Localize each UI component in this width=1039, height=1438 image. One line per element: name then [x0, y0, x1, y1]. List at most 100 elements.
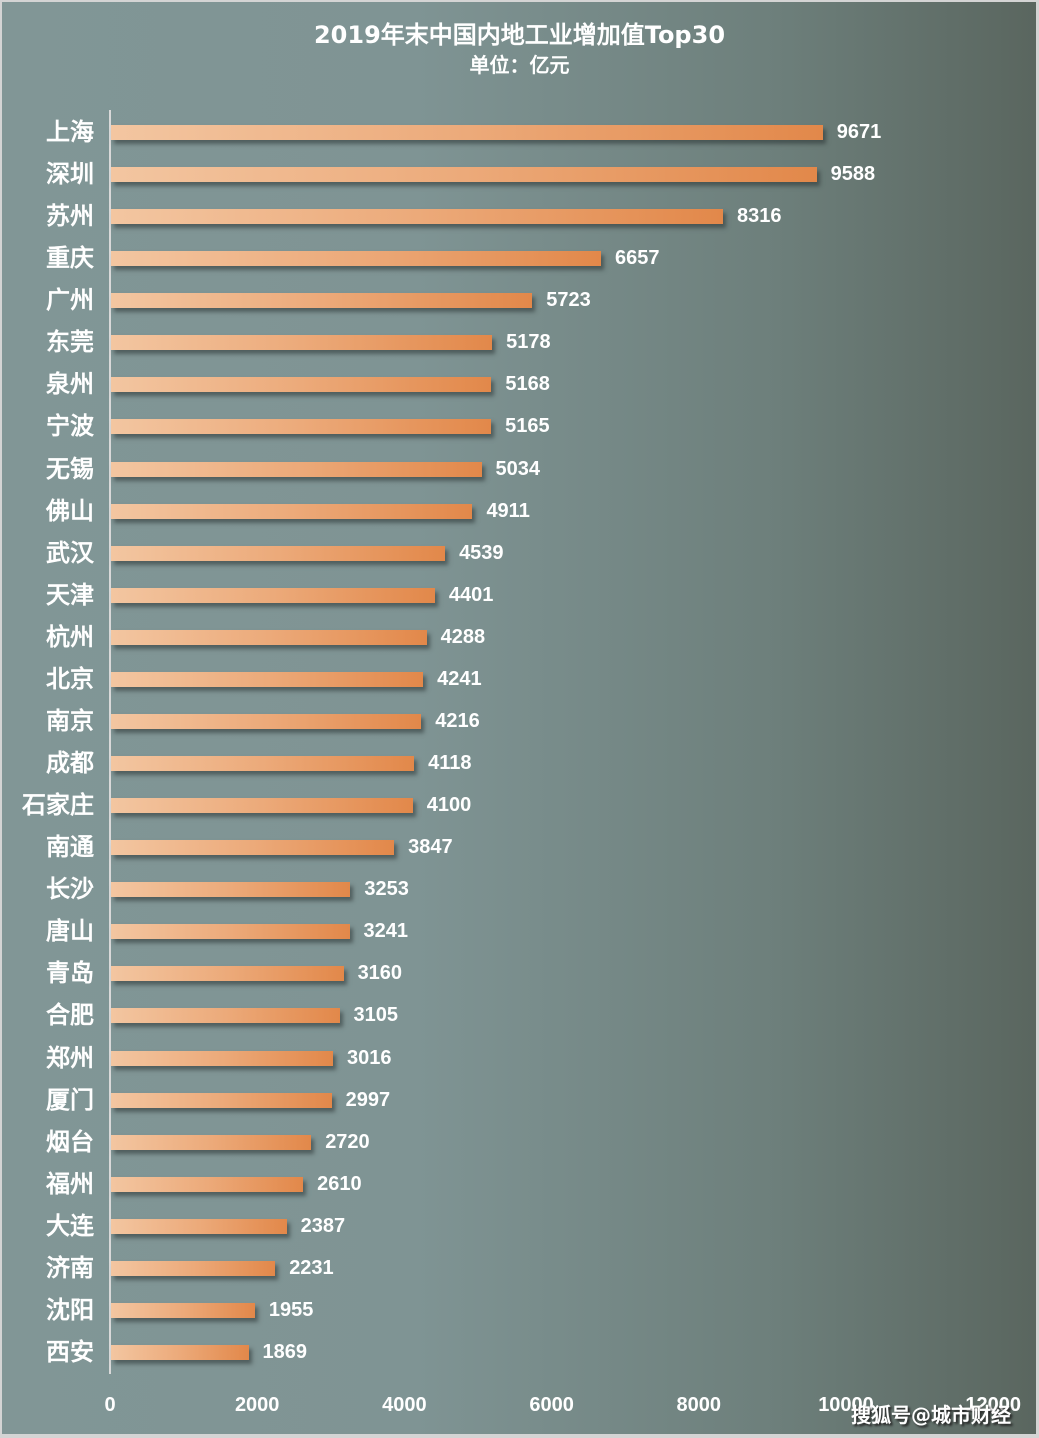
bar	[111, 756, 415, 772]
bar-row: 重庆 6657	[0, 237, 1039, 279]
value-label: 4401	[448, 583, 494, 606]
bar	[111, 1302, 255, 1318]
category-label: 无锡	[46, 454, 94, 483]
bar	[111, 882, 351, 898]
bar	[111, 545, 446, 561]
value-label: 3241	[363, 920, 409, 943]
chart-title: 2019年末中国内地工业增加值Top30	[313, 21, 726, 49]
category-label: 重庆	[46, 244, 94, 273]
bar-row: 沈阳 1955	[0, 1289, 1039, 1331]
bar-row: 上海 9671	[0, 111, 1039, 153]
category-label: 西安	[46, 1338, 94, 1367]
bar	[111, 377, 492, 393]
category-label: 天津	[46, 580, 94, 609]
value-label: 9588	[830, 163, 876, 186]
category-label: 武汉	[46, 538, 94, 567]
bar	[111, 1092, 332, 1108]
bar-row: 长沙 3253	[0, 868, 1039, 910]
category-label: 宁波	[46, 412, 94, 441]
bar	[111, 798, 413, 814]
x-tick-label: 6000	[529, 1394, 574, 1416]
bar-row: 杭州 4288	[0, 616, 1039, 658]
value-label: 3105	[353, 1004, 399, 1027]
bar	[111, 461, 482, 477]
value-label: 4539	[459, 541, 504, 564]
bar-row: 大连 2387	[0, 1205, 1039, 1247]
value-label: 5034	[495, 457, 541, 480]
bar-row: 北京 4241	[0, 658, 1039, 700]
bar-row: 成都 4118	[0, 742, 1039, 784]
bar	[111, 966, 344, 982]
value-label: 4911	[486, 499, 530, 522]
category-label: 杭州	[46, 622, 94, 651]
bar	[111, 1050, 333, 1066]
bar-row: 东莞 5178	[0, 321, 1039, 363]
bar	[111, 924, 350, 940]
x-tick-label: 0	[104, 1394, 116, 1416]
bar	[111, 671, 424, 687]
bar-row: 天津 4401	[0, 574, 1039, 616]
value-label: 3160	[357, 962, 403, 985]
bar-row: 西安 1869	[0, 1331, 1039, 1373]
category-label: 泉州	[46, 370, 94, 399]
x-tick-label: 8000	[676, 1394, 722, 1416]
value-label: 3847	[408, 836, 453, 859]
bar-row: 唐山 3241	[0, 910, 1039, 952]
value-label: 9671	[836, 121, 882, 143]
value-label: 4216	[435, 709, 480, 732]
category-label: 南通	[46, 833, 94, 862]
category-label: 福州	[46, 1169, 94, 1198]
value-label: 1955	[268, 1298, 314, 1321]
value-label: 4241	[437, 667, 482, 690]
bar-row: 深圳 9588	[0, 153, 1039, 195]
bar	[111, 335, 493, 351]
category-label: 郑州	[46, 1043, 94, 1072]
category-label: 成都	[46, 749, 94, 778]
category-label: 东莞	[46, 328, 94, 357]
bar-row: 佛山 4911	[0, 490, 1039, 532]
value-label: 2997	[345, 1088, 391, 1111]
category-label: 长沙	[46, 875, 94, 904]
value-label: 8316	[737, 205, 782, 228]
bar-row: 南京 4216	[0, 700, 1039, 742]
y-axis-line	[109, 110, 111, 1374]
bar-row: 济南 2231	[0, 1247, 1039, 1289]
bar	[111, 840, 395, 856]
bar-row: 苏州 8316	[0, 195, 1039, 237]
bar-row: 厦门 2997	[0, 1079, 1039, 1121]
category-label: 深圳	[46, 160, 94, 189]
value-label: 4288	[440, 625, 486, 648]
x-tick-label: 2000	[234, 1394, 280, 1416]
bar-row: 烟台 2720	[0, 1121, 1039, 1163]
bar-row: 泉州 5168	[0, 363, 1039, 405]
bar-row: 宁波 5165	[0, 405, 1039, 447]
value-label: 2610	[317, 1172, 362, 1195]
value-label: 5165	[505, 415, 550, 438]
value-label: 2387	[300, 1214, 346, 1237]
value-label: 5168	[505, 373, 550, 396]
value-label: 5178	[506, 331, 551, 354]
category-label: 厦门	[46, 1085, 94, 1114]
bar	[111, 1008, 340, 1024]
value-label: 3253	[364, 878, 409, 901]
value-label: 6657	[614, 247, 660, 270]
x-tick-label: 4000	[382, 1394, 427, 1416]
value-label: 5723	[546, 289, 591, 312]
category-label: 石家庄	[22, 791, 94, 820]
x-tick-label: 12000	[965, 1394, 1021, 1416]
bar-row: 青岛 3160	[0, 952, 1039, 994]
category-label: 上海	[46, 118, 94, 146]
bar	[111, 209, 724, 225]
chart-subtitle: 单位：亿元	[469, 53, 570, 77]
bar-row: 广州 5723	[0, 279, 1039, 321]
value-label: 3016	[346, 1046, 392, 1069]
category-label: 济南	[46, 1253, 94, 1282]
category-label: 唐山	[46, 917, 94, 946]
bar	[111, 629, 427, 645]
bar-row: 合肥 3105	[0, 994, 1039, 1036]
bar	[111, 251, 601, 267]
bar	[111, 1260, 276, 1276]
bar-row: 武汉 4539	[0, 532, 1039, 574]
bar-row: 石家庄 4100	[0, 784, 1039, 826]
category-label: 南京	[46, 706, 94, 735]
